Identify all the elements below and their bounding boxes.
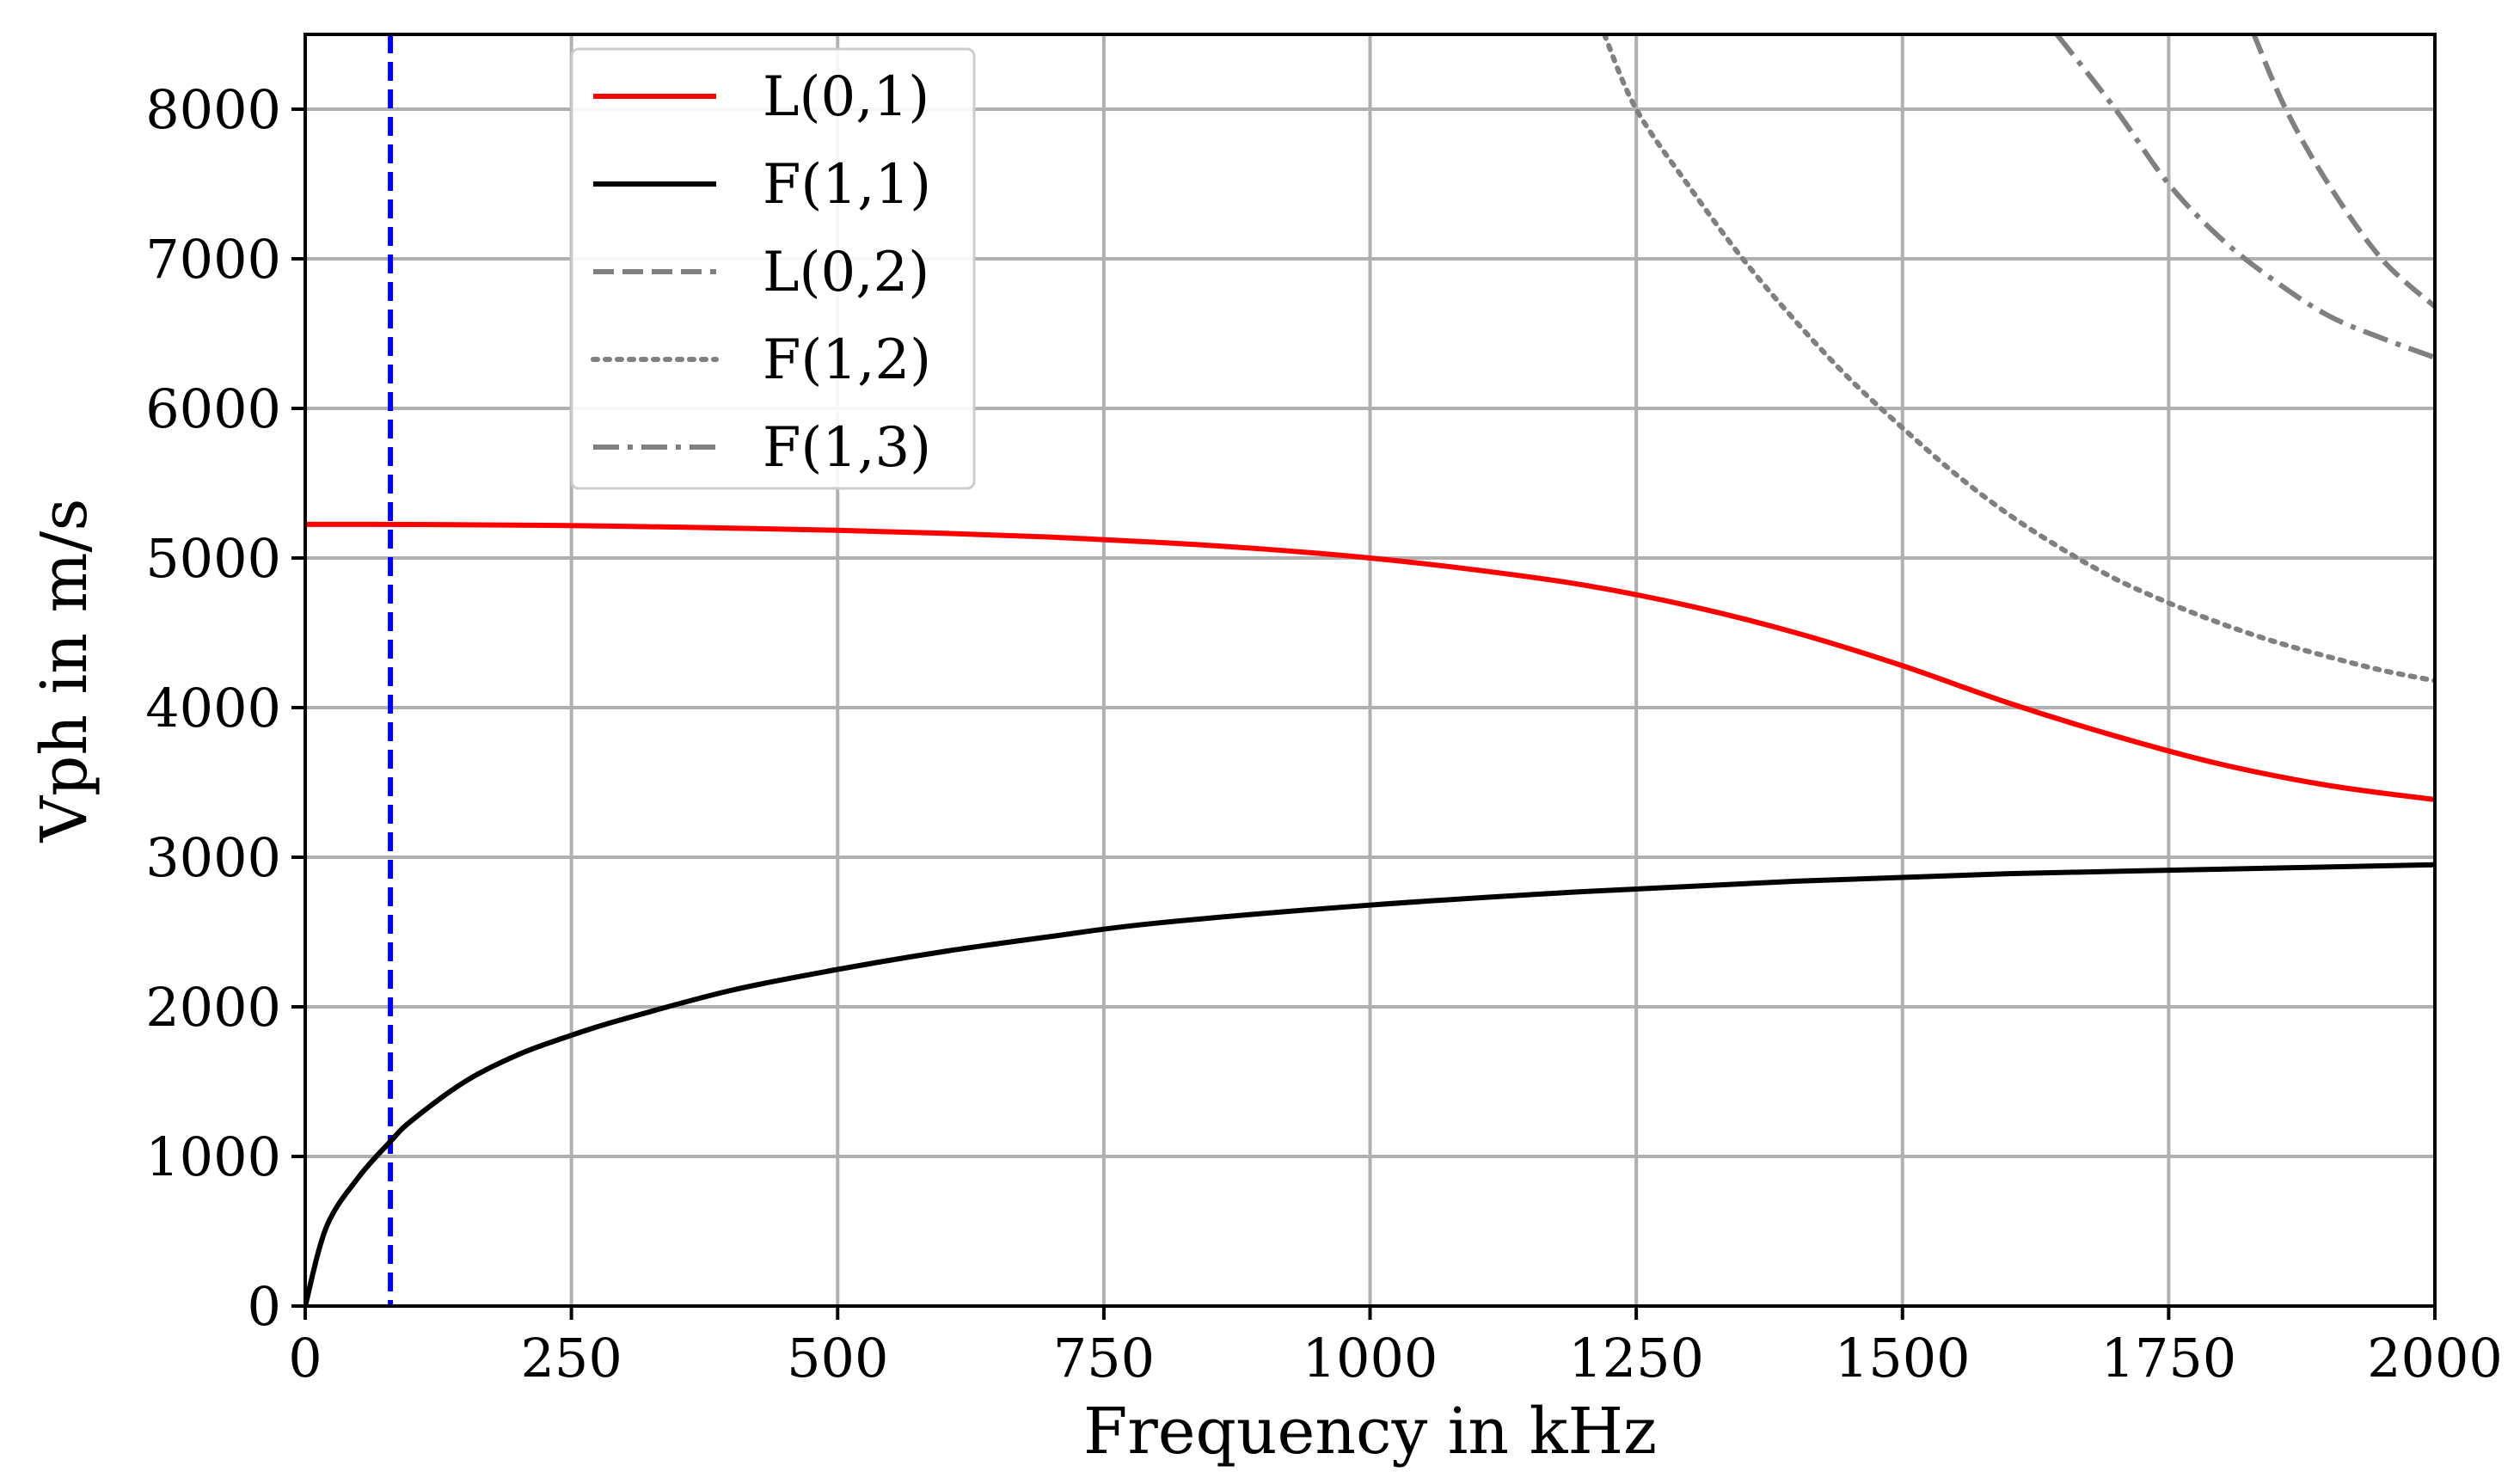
y-tick-label: 1000 bbox=[145, 1125, 281, 1188]
legend-label-f-1-3: F(1,3) bbox=[763, 416, 931, 480]
x-tick-label: 750 bbox=[1053, 1327, 1155, 1389]
x-tick-label: 1750 bbox=[2100, 1327, 2236, 1389]
series-line-f-1-2 bbox=[1601, 34, 2435, 684]
y-axis-label: Vph in m/s bbox=[28, 499, 101, 843]
legend-label-f-1-1: F(1,1) bbox=[763, 153, 931, 217]
data-layer bbox=[305, 34, 2435, 1306]
y-tick-label: 2000 bbox=[145, 976, 281, 1039]
series-line-l-0-2 bbox=[2251, 34, 2435, 309]
legend-label-l-0-2: L(0,2) bbox=[763, 241, 929, 304]
y-tick-label: 3000 bbox=[145, 826, 281, 889]
series-line-l-0-1 bbox=[305, 521, 2435, 802]
series-line-f-1-1 bbox=[305, 862, 2435, 1306]
x-tick-label: 1250 bbox=[1568, 1327, 1704, 1389]
y-tick-label: 6000 bbox=[145, 377, 281, 440]
x-tick-label: 250 bbox=[520, 1327, 622, 1389]
legend: L(0,1) F(1,1) L(0,2) F(1,2) F(1,3) bbox=[570, 47, 976, 490]
y-tick-label: 4000 bbox=[145, 677, 281, 739]
x-tick-label: 2000 bbox=[2367, 1327, 2503, 1389]
x-tick-label: 1000 bbox=[1303, 1327, 1438, 1389]
legend-label-f-1-2: F(1,2) bbox=[763, 328, 931, 392]
series-line-f-1-3 bbox=[2054, 34, 2435, 360]
y-tick-label: 8000 bbox=[145, 78, 281, 141]
y-tick-label: 5000 bbox=[145, 527, 281, 590]
y-tick-label: 0 bbox=[248, 1275, 281, 1338]
x-tick-label: 500 bbox=[787, 1327, 888, 1389]
legend-box bbox=[570, 47, 976, 490]
x-tick-label: 0 bbox=[288, 1327, 322, 1389]
legend-label-l-0-1: L(0,1) bbox=[763, 65, 929, 129]
x-tick-label: 1500 bbox=[1835, 1327, 1971, 1389]
y-tick-label: 7000 bbox=[145, 228, 281, 291]
x-axis-label: Frequency in kHz bbox=[1083, 1395, 1657, 1469]
axes-layer: 0 250 500 750 1000 1250 1500 1750 2000 0 1000 2000 3… bbox=[145, 33, 2503, 1389]
